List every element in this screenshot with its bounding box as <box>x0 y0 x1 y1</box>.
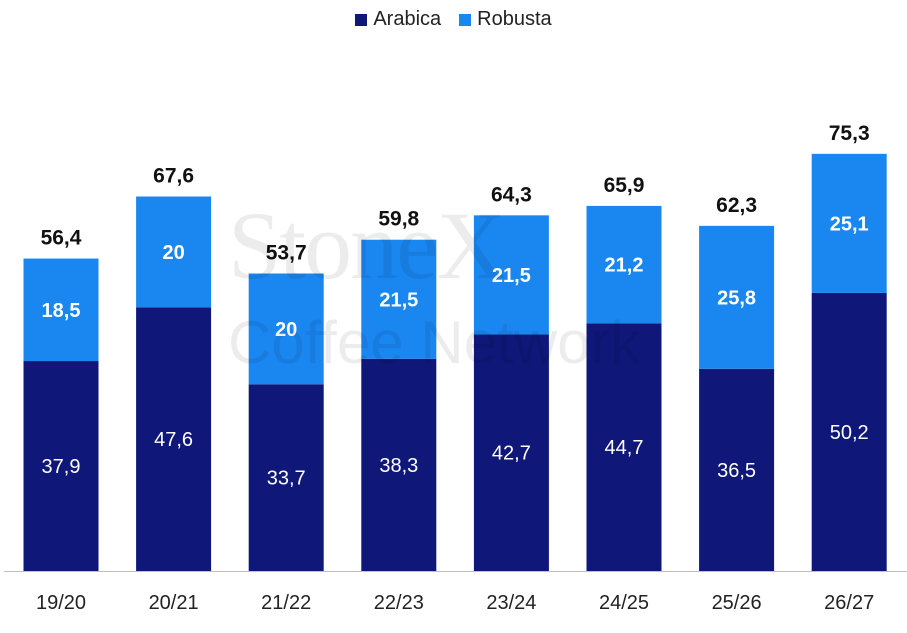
bar-robusta-23-24 <box>473 215 549 335</box>
total-label: 53,7 <box>266 242 307 265</box>
bar-robusta-19-20 <box>23 258 99 362</box>
data-label-arabica: 42,7 <box>492 443 531 465</box>
data-label-arabica: 36,5 <box>717 460 756 482</box>
data-label-robusta: 18,5 <box>42 300 81 322</box>
legend-item-arabica: Arabica <box>355 8 441 31</box>
x-tick-label: 25/26 <box>712 592 762 614</box>
data-label-robusta: 20 <box>162 242 184 264</box>
x-tick-label: 24/25 <box>599 592 649 614</box>
x-tick-label: 21/22 <box>261 592 311 614</box>
bar-arabica-21-22 <box>248 384 324 571</box>
bar-robusta-26-27 <box>811 153 887 293</box>
total-label: 65,9 <box>604 174 645 197</box>
legend-item-robusta: Robusta <box>459 8 552 31</box>
chart-legend: Arabica Robusta <box>0 8 907 31</box>
data-label-arabica: 37,9 <box>42 456 81 478</box>
total-label: 64,3 <box>491 183 532 206</box>
bar-arabica-24-25 <box>586 323 662 571</box>
data-label-robusta: 25,1 <box>830 213 869 235</box>
bar-arabica-22-23 <box>361 358 437 571</box>
bar-robusta-20-21 <box>136 196 212 308</box>
bar-arabica-25-26 <box>699 368 775 571</box>
bar-arabica-19-20 <box>23 361 99 571</box>
data-label-arabica: 47,6 <box>154 429 193 451</box>
total-label: 67,6 <box>153 164 194 187</box>
data-label-robusta: 25,8 <box>717 287 756 309</box>
data-label-robusta: 20 <box>275 319 297 341</box>
bar-robusta-21-22 <box>248 273 324 385</box>
data-label-arabica: 33,7 <box>267 468 306 490</box>
legend-swatch-robusta <box>459 13 472 26</box>
bar-robusta-22-23 <box>361 239 437 359</box>
bar-arabica-20-21 <box>136 307 212 571</box>
x-tick-label: 22/23 <box>374 592 424 614</box>
total-label: 62,3 <box>716 194 757 217</box>
x-tick-label: 23/24 <box>486 592 536 614</box>
bar-robusta-24-25 <box>586 205 662 324</box>
data-label-arabica: 50,2 <box>830 422 869 444</box>
total-label: 59,8 <box>378 208 419 231</box>
x-tick-label: 19/20 <box>36 592 86 614</box>
bar-robusta-25-26 <box>699 225 775 369</box>
x-tick-label: 26/27 <box>824 592 874 614</box>
data-label-arabica: 38,3 <box>379 455 418 477</box>
legend-label-arabica: Arabica <box>373 8 442 30</box>
total-label: 56,4 <box>41 227 82 250</box>
data-label-robusta: 21,5 <box>379 289 418 311</box>
legend-label-robusta: Robusta <box>477 8 552 30</box>
x-tick-label: 20/21 <box>149 592 199 614</box>
legend-swatch-arabica <box>355 13 368 26</box>
data-label-robusta: 21,5 <box>492 265 531 287</box>
total-label: 75,3 <box>829 122 870 145</box>
data-label-arabica: 44,7 <box>605 437 644 459</box>
bar-arabica-23-24 <box>473 334 549 571</box>
bar-arabica-26-27 <box>811 292 887 571</box>
data-label-robusta: 21,2 <box>605 255 644 277</box>
